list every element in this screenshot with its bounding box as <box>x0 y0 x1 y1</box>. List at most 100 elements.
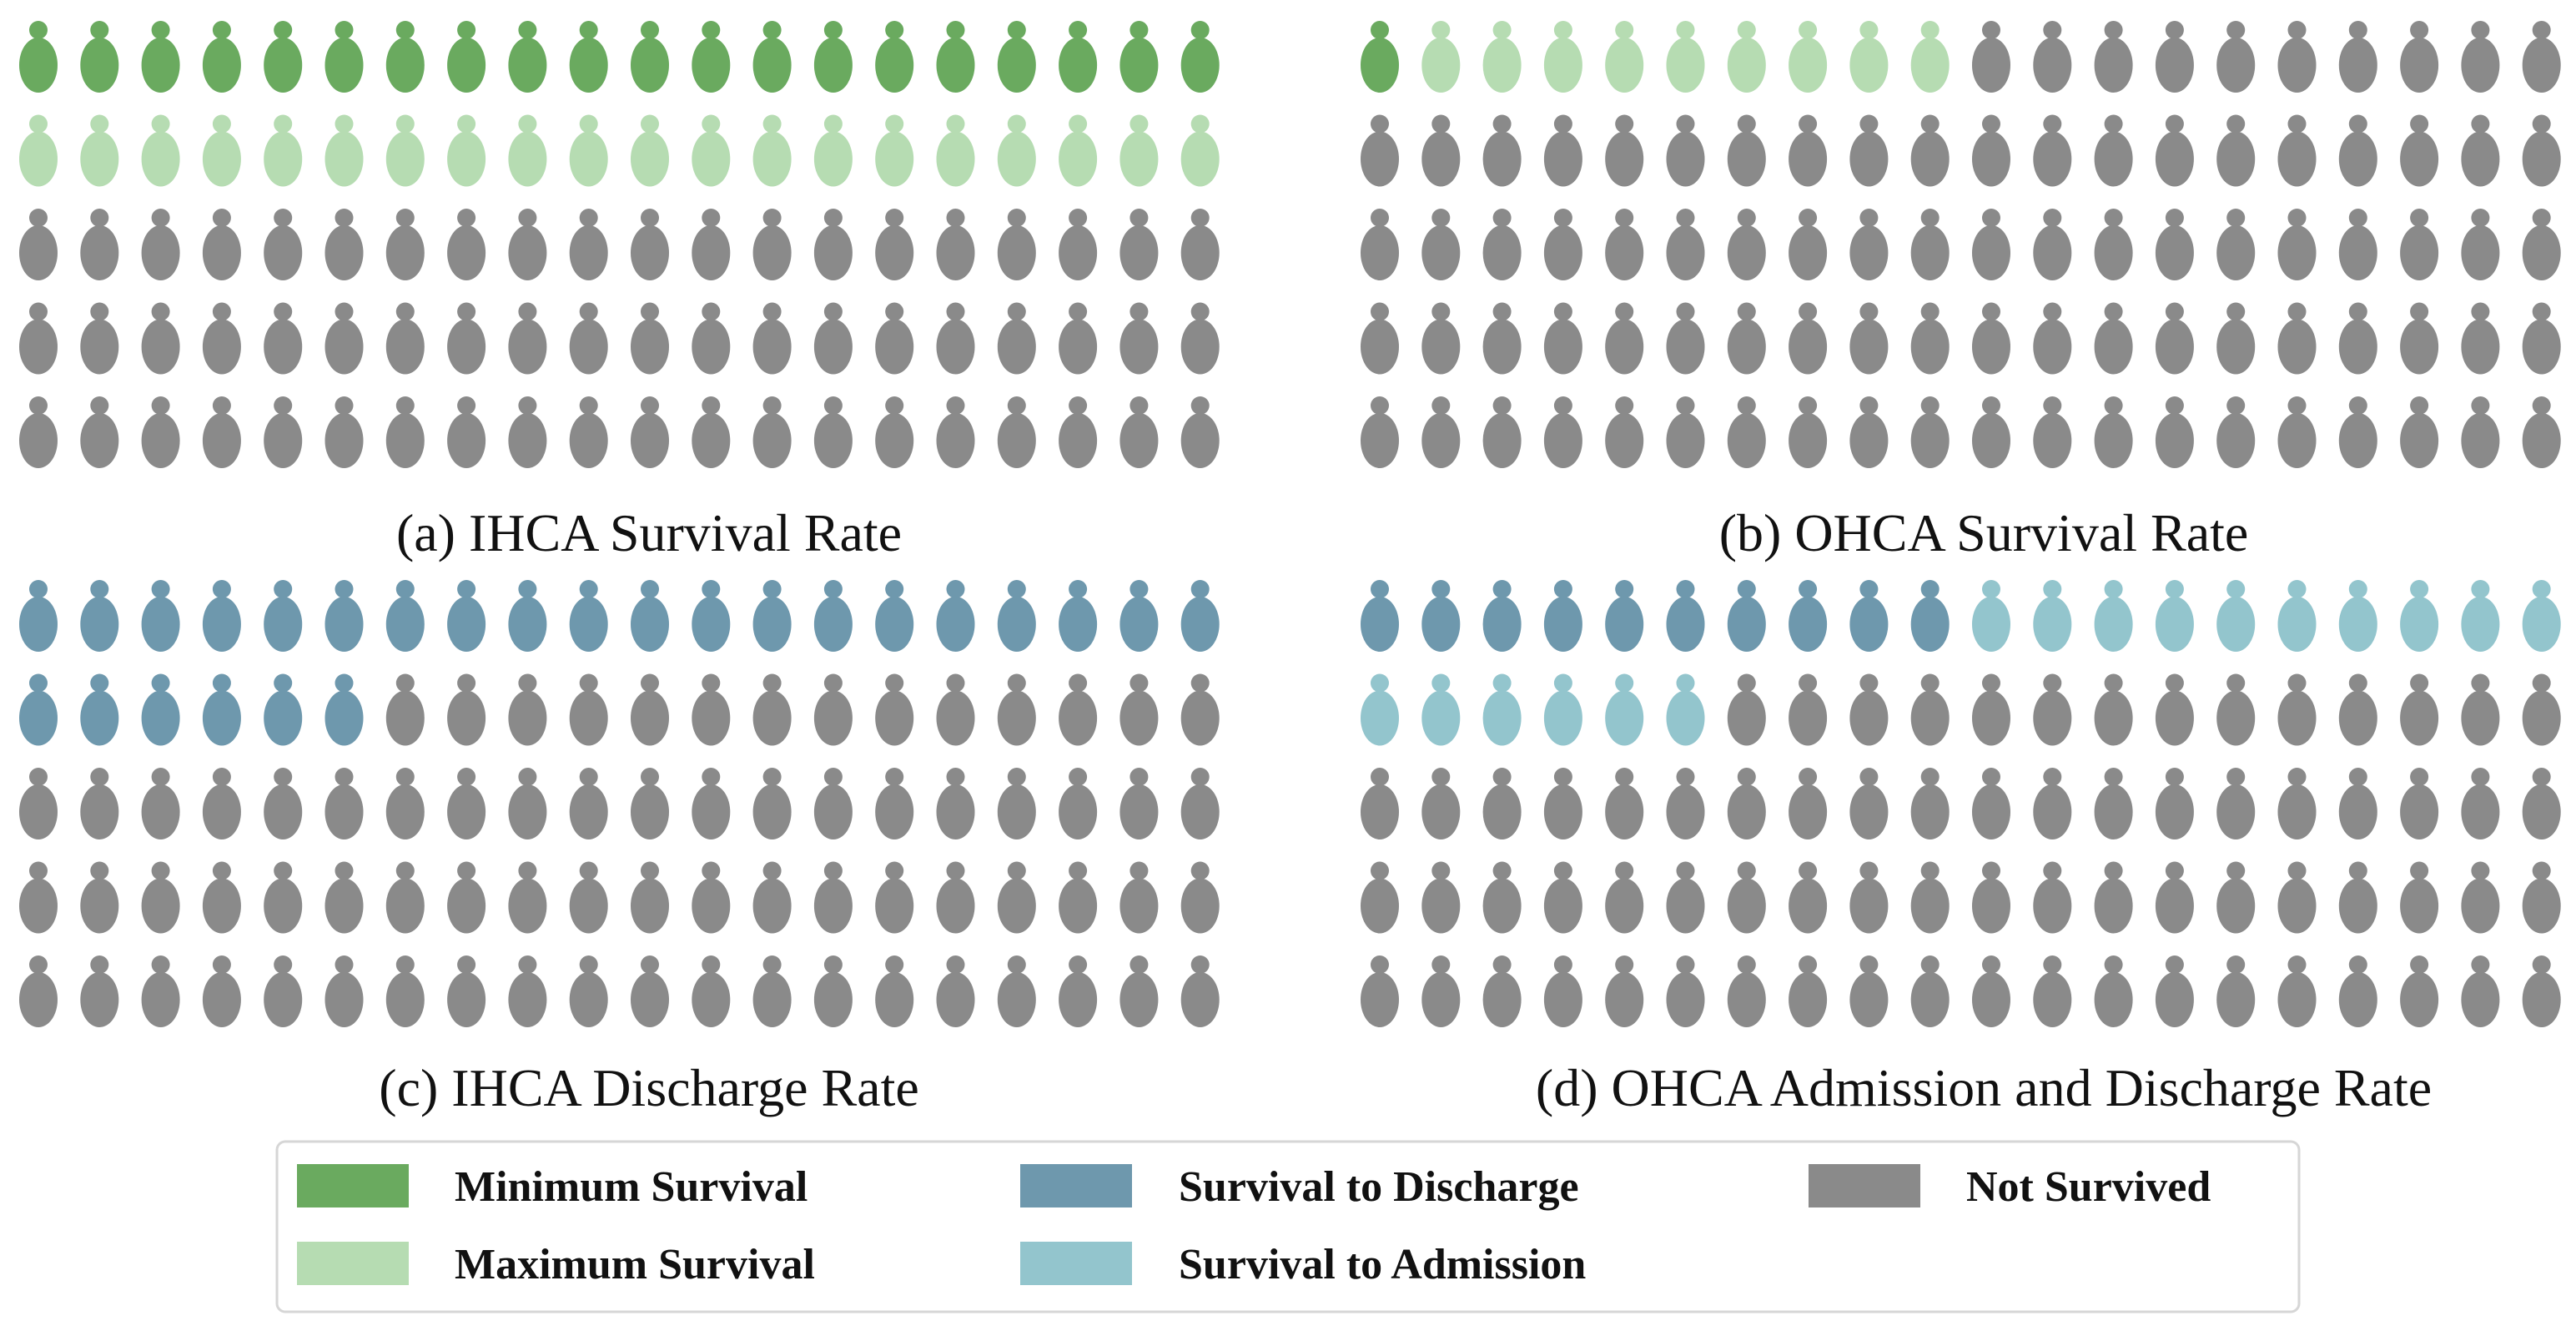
person-icon-body <box>1789 690 1828 746</box>
person-icon <box>752 673 792 746</box>
person-icon-head <box>151 209 170 227</box>
person-icon-head <box>151 768 170 786</box>
person-icon-head <box>1492 21 1512 39</box>
person-icon-head <box>518 673 537 693</box>
person-icon-body <box>385 413 425 468</box>
person-icon-body <box>1482 131 1522 187</box>
person-icon <box>2033 768 2072 839</box>
person-icon-body <box>1727 413 1766 468</box>
person-icon-head <box>1920 209 1940 227</box>
person-icon-body <box>19 690 58 746</box>
person-icon-head <box>702 955 721 974</box>
person-icon-head <box>2410 21 2429 39</box>
person-icon <box>813 580 853 652</box>
person-icon-body <box>1910 690 1950 746</box>
person-icon-body <box>2338 131 2377 187</box>
person-icon-body <box>1180 319 1220 375</box>
person-icon-body <box>508 38 547 93</box>
person-icon-head <box>1859 768 1879 786</box>
person-icon-body <box>19 131 58 187</box>
person-icon <box>692 396 731 468</box>
person-icon-body <box>1059 690 1098 746</box>
person-icon-body <box>202 690 241 746</box>
person-icon <box>2216 861 2256 934</box>
person-icon <box>2461 861 2500 934</box>
person-icon-body <box>2216 784 2256 839</box>
person-icon <box>1482 673 1522 746</box>
person-icon-head <box>2287 673 2307 693</box>
person-icon-body <box>2461 131 2500 187</box>
person-icon-body <box>752 319 792 375</box>
person-icon-head <box>702 861 721 880</box>
person-icon-head <box>457 768 476 786</box>
person-icon-body <box>1605 878 1644 934</box>
person-icon-head <box>518 768 537 786</box>
person-icon-body <box>692 413 731 468</box>
person-icon-head <box>2410 580 2429 598</box>
person-icon <box>1910 861 1950 934</box>
person-icon-head <box>151 21 170 39</box>
person-icon-body <box>631 225 669 280</box>
person-icon-body <box>2094 972 2133 1027</box>
person-icon-body <box>1666 690 1705 746</box>
person-icon-body <box>1543 131 1582 187</box>
panel-d-title: (d) OHCA Admission and Discharge Rate <box>1536 1058 2432 1117</box>
person-icon <box>264 768 303 839</box>
person-icon <box>1605 114 1644 187</box>
person-icon-body <box>997 878 1036 934</box>
person-icon-body <box>997 972 1036 1027</box>
person-icon <box>631 580 669 652</box>
person-icon-body <box>447 225 486 280</box>
person-icon-body <box>2277 413 2317 468</box>
person-icon-body <box>1543 878 1582 934</box>
person-icon-body <box>2033 225 2072 280</box>
person-icon-body <box>1421 38 1461 93</box>
person-icon-body <box>2400 784 2439 839</box>
person-icon-head <box>2348 673 2367 693</box>
person-icon-head <box>2165 114 2184 134</box>
person-icon-body <box>2522 131 2561 187</box>
legend-swatch-maximum-survival <box>297 1242 409 1285</box>
person-icon-body <box>2033 784 2072 839</box>
person-icon-head <box>457 955 476 974</box>
person-icon <box>2094 396 2133 468</box>
person-icon <box>813 114 853 187</box>
person-icon-head <box>2226 21 2246 39</box>
person-icon-head <box>90 302 109 321</box>
person-icon <box>813 302 853 375</box>
person-icon-body <box>2155 131 2194 187</box>
person-icon-head <box>2471 396 2490 415</box>
person-icon <box>1543 768 1582 839</box>
person-icon-body <box>325 38 364 93</box>
person-icon-head <box>2287 209 2307 227</box>
person-icon-head <box>29 955 48 974</box>
person-icon <box>1059 580 1098 652</box>
person-icon-head <box>2410 209 2429 227</box>
person-icon <box>385 21 425 93</box>
person-icon-head <box>457 21 476 39</box>
person-icon <box>2400 861 2439 934</box>
person-icon-head <box>2471 580 2490 598</box>
person-icon-body <box>1666 38 1705 93</box>
person-icon <box>447 955 486 1027</box>
person-icon-body <box>631 972 669 1027</box>
person-icon <box>1180 396 1220 468</box>
person-icon-head <box>1920 21 1940 39</box>
person-icon <box>2216 114 2256 187</box>
person-icon-head <box>151 396 170 415</box>
person-icon-body <box>264 878 303 934</box>
person-icon <box>1789 396 1828 468</box>
person-icon-body <box>1849 38 1889 93</box>
person-icon <box>936 768 975 839</box>
person-icon-head <box>1799 396 1818 415</box>
person-icon <box>1059 209 1098 280</box>
person-icon <box>325 673 364 746</box>
person-icon <box>1605 768 1644 839</box>
person-icon-body <box>1789 38 1828 93</box>
person-icon-head <box>2532 955 2551 974</box>
person-icon <box>752 396 792 468</box>
person-icon-head <box>1492 396 1512 415</box>
person-icon-body <box>2094 131 2133 187</box>
person-icon-head <box>90 114 109 134</box>
person-icon-head <box>457 861 476 880</box>
